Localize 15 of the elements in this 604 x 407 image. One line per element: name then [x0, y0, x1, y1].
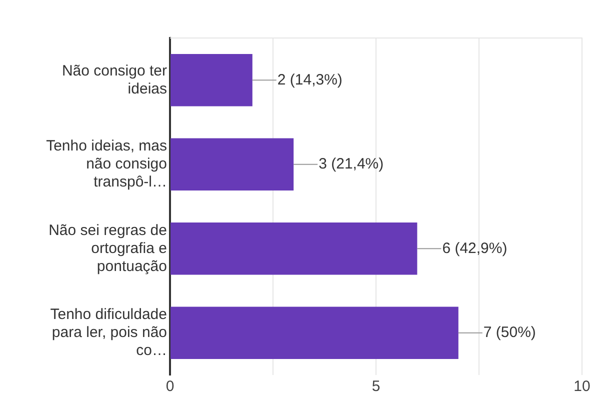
x-tick-label: 10 [574, 378, 590, 396]
x-tick-label: 5 [372, 378, 380, 396]
y-tick-label: Tenho ideias, mas não consigo transpô-l… [46, 138, 167, 191]
data-label: 6 (42,9%) [442, 240, 508, 257]
bar [170, 54, 252, 106]
y-tick-label: Não consigo ter ideias [62, 62, 167, 98]
x-tick-label: 0 [166, 378, 174, 396]
bar [170, 306, 458, 359]
y-tick-label: Não sei regras de ortografia e pontuação [48, 222, 167, 275]
bar [170, 138, 294, 190]
data-label: 2 (14,3%) [277, 71, 342, 88]
bar [170, 222, 418, 275]
data-label: 3 (21,4%) [318, 156, 384, 173]
data-label: 7 (50%) [483, 324, 536, 342]
y-tick-label: Tenho dificuldade para ler, pois não co… [50, 306, 167, 360]
